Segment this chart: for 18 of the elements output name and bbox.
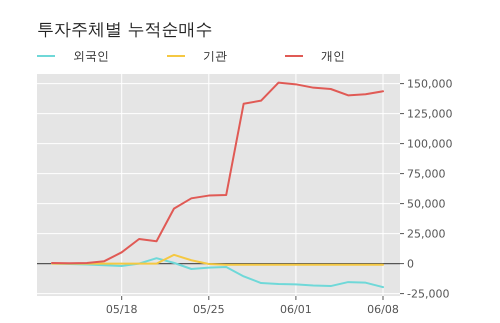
line-series [51,82,384,264]
line-series [51,254,384,266]
chart-title: 투자주체별 누적순매수 [37,20,212,40]
x-tick-label: 05/25 [192,303,225,316]
legend-label: 개인 [321,49,345,63]
x-tick-label: 06/01 [280,303,312,316]
y-tick-label: 100,000 [407,138,452,151]
y-tick-label: 0 [407,258,414,271]
y-tick-label: -25,000 [407,288,450,301]
y-tick-label: 150,000 [407,78,452,91]
legend-label: 기관 [203,49,227,63]
legend-label: 외국인 [73,49,109,63]
x-tick-label: 05/18 [106,303,138,316]
y-tick-label: 50,000 [407,198,446,211]
y-tick-label: 25,000 [407,228,446,241]
y-tick-label: 125,000 [407,108,452,121]
y-tick-label: 75,000 [407,168,446,181]
x-tick-label: 06/08 [367,303,399,316]
